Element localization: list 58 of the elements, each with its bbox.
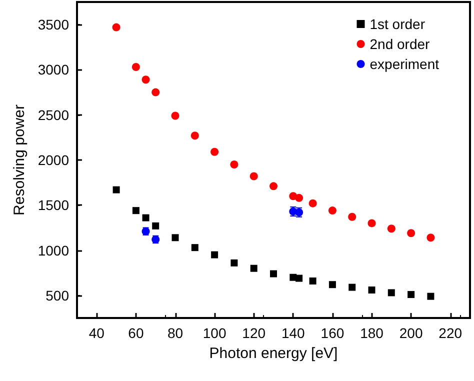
point xyxy=(308,199,317,208)
point xyxy=(210,148,219,156)
y-tick-label: 3000 xyxy=(38,62,70,78)
point xyxy=(190,132,199,140)
x-tick-label: 40 xyxy=(88,325,105,341)
x-tick-label: 140 xyxy=(281,325,306,341)
point xyxy=(152,222,160,230)
legend-label: 1st order xyxy=(370,16,426,32)
point xyxy=(408,291,415,298)
y-tick-label: 1500 xyxy=(38,197,70,214)
x-axis-title: Photon energy [eV] xyxy=(209,345,338,362)
point xyxy=(132,207,140,214)
point xyxy=(112,186,120,194)
x-tick-label: 200 xyxy=(399,325,423,341)
point xyxy=(426,234,435,242)
point xyxy=(230,160,238,169)
point xyxy=(296,274,303,282)
point xyxy=(348,284,356,291)
point xyxy=(142,214,150,222)
x-tick-label: 120 xyxy=(242,325,266,341)
point xyxy=(328,206,336,215)
point xyxy=(348,212,356,221)
x-tick-label: 220 xyxy=(438,325,462,341)
point xyxy=(407,229,416,238)
point xyxy=(388,289,395,296)
x-tick-label: 60 xyxy=(128,325,144,341)
point xyxy=(112,23,120,32)
point xyxy=(230,259,238,266)
point xyxy=(211,251,218,258)
point xyxy=(427,292,434,300)
y-tick-label: 2000 xyxy=(38,152,70,168)
legend-label: experiment xyxy=(370,56,440,72)
y-axis-title: Resolving power xyxy=(10,104,28,216)
point xyxy=(368,286,376,294)
y-tick-label: 2500 xyxy=(38,106,70,123)
point xyxy=(250,264,258,272)
x-tick-label: 160 xyxy=(320,325,344,341)
point xyxy=(191,244,198,252)
point xyxy=(142,76,150,84)
point xyxy=(171,112,180,120)
point xyxy=(328,281,336,288)
point xyxy=(270,270,277,278)
point xyxy=(250,172,258,180)
y-tick-label: 1000 xyxy=(38,242,70,258)
x-tick-label: 80 xyxy=(167,325,184,341)
y-tick-label: 500 xyxy=(46,287,70,304)
point xyxy=(309,277,316,284)
point xyxy=(270,182,278,190)
point xyxy=(172,234,179,242)
x-tick-label: 100 xyxy=(202,325,226,341)
point xyxy=(295,194,304,202)
legend-label: 2nd order xyxy=(370,36,430,52)
point xyxy=(152,88,160,96)
point xyxy=(132,63,140,72)
point xyxy=(368,219,376,228)
point xyxy=(387,224,396,233)
y-tick-label: 3500 xyxy=(38,16,70,33)
x-tick-label: 180 xyxy=(360,325,384,341)
